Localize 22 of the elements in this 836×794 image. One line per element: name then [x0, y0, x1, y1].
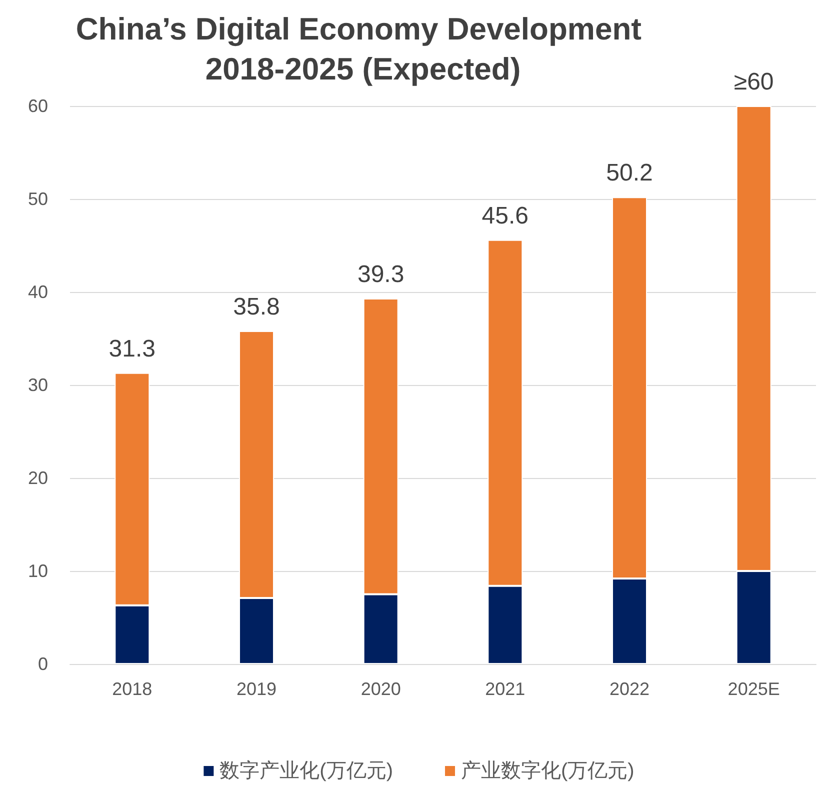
y-tick-label: 0 [38, 654, 48, 674]
total-label: 35.8 [233, 294, 280, 321]
x-tick-label: 2019 [236, 679, 277, 699]
x-tick-label: 2021 [485, 679, 526, 699]
x-tick-label: 2018 [112, 679, 152, 699]
x-tick-label: 2022 [609, 679, 650, 699]
chart-title: China’s Digital Economy Development 2018-2025 (Expected) [76, 12, 650, 86]
total-label: 45.6 [482, 202, 529, 230]
y-tick-label: 30 [28, 375, 48, 395]
total-label: 50.2 [606, 160, 653, 187]
y-tick-label: 40 [28, 282, 48, 302]
total-label: 31.3 [108, 335, 156, 362]
legend-label: 产业数字化(万亿元) [461, 759, 634, 782]
x-tick-label: 2025E [728, 679, 780, 699]
total-label: 39.3 [357, 261, 404, 288]
y-tick-label: 10 [28, 561, 48, 581]
x-tick-label: 2020 [360, 679, 401, 699]
legend-label: 数字产业化(万亿元) [220, 759, 394, 782]
y-tick-label: 50 [28, 189, 48, 209]
y-tick-label: 20 [28, 468, 48, 488]
total-label: ≥60 [734, 68, 774, 96]
y-tick-label: 60 [28, 96, 48, 116]
